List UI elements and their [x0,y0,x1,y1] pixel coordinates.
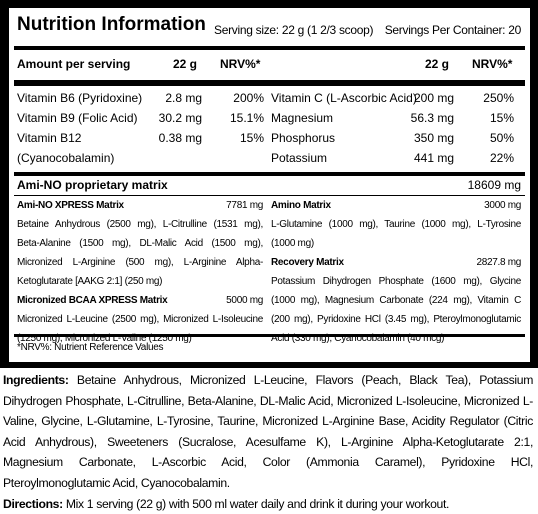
nutrient-amount: 2.8 mg [165,91,202,105]
matrix-left: Ami-NO XPRESS Matrix 7781 mg Betaine Anhyd… [17,196,263,348]
matrix-name: Recovery Matrix [271,257,344,268]
matrix-name: Amino Matrix [271,200,331,211]
amount-label: Amount per serving [17,57,131,71]
matrix-text: Betaine Anhydrous (2500 mg), L-Citrullin… [17,219,263,287]
nutrient-name: Vitamin C (L-Ascorbic Acid) [271,91,417,105]
rule [14,46,525,50]
rule [14,172,525,176]
matrix-amount: 3000 mg [484,200,521,211]
nrv-left: NRV%* [220,57,261,71]
matrix-header: Ami-NO XPRESS Matrix 7781 mg [17,196,263,215]
nutrient-name: Magnesium [271,111,334,125]
nrv-right: NRV%* [472,57,513,71]
matrix-text: L-Glutamine (1000 mg), Taurine (1000 mg)… [271,219,521,249]
nutrient-name: Phosphorus [271,131,336,145]
matrix-title: Ami-NO proprietary matrix [17,178,168,192]
ingredients-text: Betaine Anhydrous, Micronized L-Leucine,… [3,373,533,490]
matrix-name: Ami-NO XPRESS Matrix [17,200,124,211]
matrix-amount: 7781 mg [226,200,263,211]
nutrient-nrv: 22% [489,151,514,165]
rule [14,334,525,337]
rule [14,80,525,86]
nutrient-amount: 0.38 mg [158,131,202,145]
ingredients: Ingredients: Betaine Anhydrous, Microniz… [3,370,533,494]
nutrient-amount: 441 mg [413,151,454,165]
nutrient-name: Potassium [271,151,328,165]
amount-left: 22 g [172,57,197,71]
nutrient-name: Vitamin B9 (Folic Acid) [17,111,138,125]
matrix-amount: 2827.8 mg [476,257,521,268]
matrix-right: Amino Matrix 3000 mg L-Glutamine (1000 mg)… [271,196,521,348]
ingredients-label: Ingredients: [3,373,69,387]
nutrient-nrv: 15.1% [229,111,264,125]
rule [14,195,525,196]
matrix-amount: 5000 mg [226,295,263,306]
nutrient-nrv: 200% [233,91,264,105]
title: Nutrition Information [17,14,206,35]
nutrient-name: Vitamin B12 [17,131,82,145]
nutrient-nrv: 15% [239,131,264,145]
amount-right: 22 g [424,57,449,71]
servings-per-container: Servings Per Container: 20 [384,23,522,37]
matrix-amount: 18609 mg [467,178,521,192]
directions-text: Mix 1 serving (22 g) with 500 ml water d… [65,496,450,511]
matrix-text: Potassium Dihydrogen Phosphate (1600 mg)… [271,276,521,344]
nutrient-amount: 30.2 mg [158,111,202,125]
ingredients-block: Ingredients: Betaine Anhydrous, Microniz… [3,370,533,514]
nutrient-amount: 200 mg [413,91,454,105]
matrix-name: Micronized BCAA XPRESS Matrix [17,295,168,306]
nutrient-name: Vitamin B6 (Pyridoxine) [17,91,143,105]
nutrient-amount: 56.3 mg [410,111,454,125]
footnote: *NRV%: Nutrient Reference Values [17,342,164,353]
nutrient-name: (Cyanocobalamin) [17,151,115,165]
nutrient-nrv: 250% [483,91,514,105]
nutrition-box: Nutrition Information Serving size: 22 g… [9,8,530,362]
matrix-text: Micronized L-Leucine (2500 mg), Microniz… [17,314,263,344]
matrix-header: Micronized BCAA XPRESS Matrix 5000 mg [17,291,263,310]
nutrient-nrv: 15% [489,111,514,125]
directions: Directions: Mix 1 serving (22 g) with 50… [3,494,533,514]
matrix-header: Recovery Matrix 2827.8 mg [271,253,521,272]
matrix-header: Amino Matrix 3000 mg [271,196,521,215]
serving-size: Serving size: 22 g (1 2/3 scoop) [214,23,374,37]
nutrient-amount: 350 mg [413,131,454,145]
directions-label: Directions: [3,496,63,511]
nutrient-nrv: 50% [489,131,514,145]
